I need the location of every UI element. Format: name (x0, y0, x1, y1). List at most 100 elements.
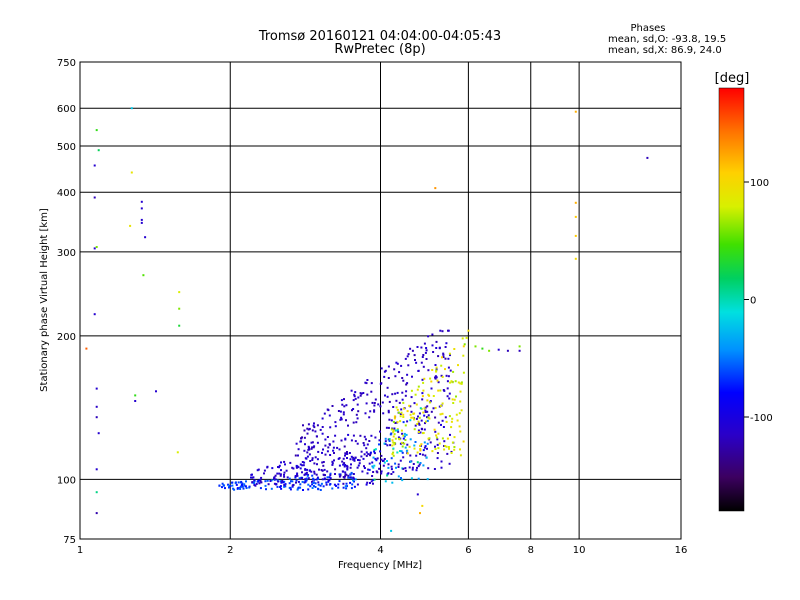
data-point (398, 371, 401, 374)
data-point (253, 480, 256, 483)
data-point (306, 432, 309, 435)
data-point (407, 353, 410, 356)
data-point (334, 468, 337, 471)
data-point (250, 476, 252, 479)
data-point (432, 351, 435, 353)
data-point (344, 473, 347, 476)
data-point (307, 423, 310, 426)
data-point (447, 446, 450, 448)
data-point (331, 405, 334, 407)
data-point (279, 480, 282, 483)
data-point (388, 440, 391, 442)
data-point (264, 484, 267, 487)
data-point (346, 467, 349, 470)
data-point (338, 475, 341, 478)
data-point (389, 433, 392, 436)
data-point (449, 354, 451, 357)
data-point (392, 447, 395, 450)
data-point (353, 485, 356, 488)
data-point (432, 407, 435, 410)
data-point (393, 417, 396, 420)
data-point (424, 454, 427, 457)
data-point (266, 466, 269, 469)
data-point (356, 417, 359, 420)
data-point (365, 451, 368, 454)
data-point (439, 389, 442, 392)
data-point (391, 393, 394, 396)
data-point (424, 445, 427, 448)
data-point (419, 431, 422, 434)
data-point (317, 450, 320, 453)
data-point (283, 473, 285, 476)
data-point (392, 454, 395, 457)
stats-x-line: mean, sd,X: 86.9, 24.0 (608, 45, 722, 56)
data-point (307, 477, 310, 480)
data-point (93, 313, 96, 316)
data-point (342, 413, 345, 416)
data-point (374, 457, 377, 460)
data-point (446, 380, 449, 383)
data-point (284, 485, 287, 488)
data-point (458, 412, 461, 415)
data-point (382, 464, 385, 467)
data-point (307, 488, 310, 491)
data-point (422, 389, 425, 392)
data-point (422, 365, 425, 368)
data-point (385, 426, 388, 429)
data-point (380, 454, 383, 457)
data-point (457, 381, 460, 384)
data-point (222, 484, 225, 487)
data-point (441, 419, 444, 422)
data-point (312, 482, 315, 484)
data-point (352, 408, 355, 410)
data-point (260, 481, 263, 484)
data-point (399, 459, 402, 462)
data-point (350, 471, 353, 474)
data-point (343, 398, 345, 401)
data-point (373, 464, 376, 467)
data-point (321, 478, 324, 481)
data-point (303, 449, 306, 452)
data-point (380, 470, 383, 473)
data-point (453, 436, 456, 439)
data-point (445, 420, 448, 423)
data-point (315, 473, 318, 476)
data-point (359, 394, 362, 397)
data-point (317, 483, 320, 486)
data-point (342, 463, 345, 466)
data-point (310, 447, 313, 450)
data-point (367, 453, 370, 456)
data-point (450, 452, 453, 454)
data-point (289, 461, 292, 464)
data-point (239, 488, 242, 490)
data-point (337, 483, 340, 486)
data-point (390, 529, 393, 532)
data-point (387, 411, 390, 414)
data-point (224, 487, 226, 490)
data-point (421, 395, 424, 398)
data-point (313, 426, 316, 429)
data-point (426, 405, 429, 408)
data-point (423, 414, 426, 417)
data-point (363, 465, 365, 468)
data-point (350, 487, 353, 490)
data-point (440, 466, 443, 469)
data-point (409, 454, 412, 457)
data-point (439, 413, 442, 416)
data-point (437, 355, 440, 358)
data-point (391, 444, 394, 447)
data-point (309, 485, 312, 488)
data-point (319, 428, 322, 431)
data-point (397, 411, 400, 414)
data-point (441, 375, 444, 378)
data-point (267, 483, 270, 486)
data-point (318, 468, 320, 471)
data-point (331, 463, 334, 466)
data-point (347, 474, 350, 477)
data-point (353, 459, 356, 462)
data-point (321, 469, 324, 472)
data-point (434, 187, 437, 190)
data-point (95, 405, 98, 408)
data-point (404, 439, 407, 441)
data-point (434, 416, 437, 419)
